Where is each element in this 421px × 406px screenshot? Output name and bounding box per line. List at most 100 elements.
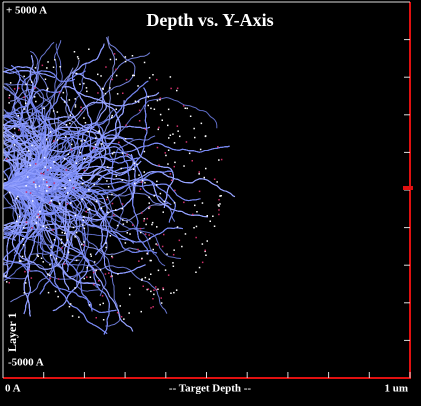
speck	[24, 270, 26, 273]
speck	[162, 287, 164, 289]
speck	[213, 178, 216, 180]
speck	[219, 195, 221, 197]
speck	[141, 257, 143, 260]
speck	[124, 242, 127, 244]
speck	[17, 195, 19, 198]
speck	[8, 282, 10, 284]
speck	[151, 221, 154, 224]
speck	[179, 135, 181, 138]
speck	[149, 206, 151, 209]
speck	[107, 166, 109, 168]
speck	[46, 184, 48, 187]
speck	[25, 102, 27, 104]
speck	[109, 58, 112, 61]
speck	[27, 176, 29, 178]
speck	[147, 104, 149, 107]
speck	[152, 306, 154, 308]
speck	[156, 244, 159, 246]
speck	[94, 143, 97, 146]
speck	[29, 192, 32, 194]
speck	[95, 269, 97, 272]
speck	[111, 114, 113, 117]
speck	[23, 96, 25, 98]
speck	[38, 185, 41, 187]
trajectory	[3, 187, 43, 241]
speck	[111, 153, 114, 155]
speck	[102, 319, 105, 321]
speck	[50, 200, 52, 202]
speck	[169, 134, 172, 136]
speck	[148, 207, 150, 210]
speck	[67, 153, 69, 155]
speck	[65, 169, 67, 171]
speck	[25, 282, 27, 284]
speck	[95, 137, 97, 139]
x-right-label: 1 um	[384, 383, 408, 395]
speck	[169, 173, 172, 175]
speck	[83, 117, 85, 119]
speck	[31, 227, 33, 229]
speck	[63, 158, 66, 160]
speck	[148, 278, 150, 280]
speck	[105, 246, 107, 249]
speck	[27, 150, 30, 152]
speck	[75, 231, 78, 234]
speck	[49, 131, 52, 133]
speck	[23, 75, 25, 78]
speck	[143, 171, 145, 173]
speck	[60, 238, 63, 241]
speck	[4, 178, 6, 180]
speck	[143, 218, 146, 220]
speck	[178, 239, 181, 242]
layer-label: Layer 1	[5, 313, 19, 352]
speck	[212, 215, 214, 217]
speck	[172, 262, 174, 264]
speck	[57, 278, 60, 280]
speck	[69, 303, 72, 305]
speck	[53, 182, 55, 184]
speck	[115, 74, 118, 77]
speck	[33, 96, 36, 98]
speck	[140, 181, 143, 183]
speck	[125, 124, 127, 126]
speck	[122, 92, 124, 94]
speck	[150, 307, 152, 309]
speck	[83, 244, 85, 246]
speck	[136, 163, 138, 166]
speck	[195, 271, 197, 273]
speck	[37, 255, 39, 257]
speck	[163, 200, 165, 203]
speck	[183, 201, 185, 204]
speck	[133, 74, 135, 77]
speck	[34, 184, 37, 186]
speck	[158, 164, 160, 166]
speck	[98, 280, 100, 282]
speck	[137, 248, 139, 251]
speck	[120, 316, 123, 318]
speck	[52, 66, 55, 68]
speck	[46, 89, 48, 91]
speck	[74, 287, 76, 289]
speck	[204, 250, 206, 253]
speck	[102, 88, 104, 90]
speck	[149, 259, 151, 262]
speck	[83, 157, 86, 160]
speck	[217, 146, 219, 148]
speck	[204, 249, 206, 252]
speck	[185, 141, 188, 143]
speck	[25, 83, 27, 86]
speck	[186, 107, 188, 110]
speck	[158, 126, 160, 129]
speck	[13, 88, 16, 90]
speck	[156, 99, 159, 102]
speck	[114, 209, 117, 211]
speck	[140, 310, 142, 313]
speck	[174, 161, 176, 164]
speck	[153, 293, 155, 296]
speck	[144, 233, 147, 235]
speck	[13, 144, 16, 146]
speck	[80, 109, 82, 112]
speck	[157, 269, 160, 272]
speck	[34, 67, 37, 69]
speck	[155, 184, 158, 186]
